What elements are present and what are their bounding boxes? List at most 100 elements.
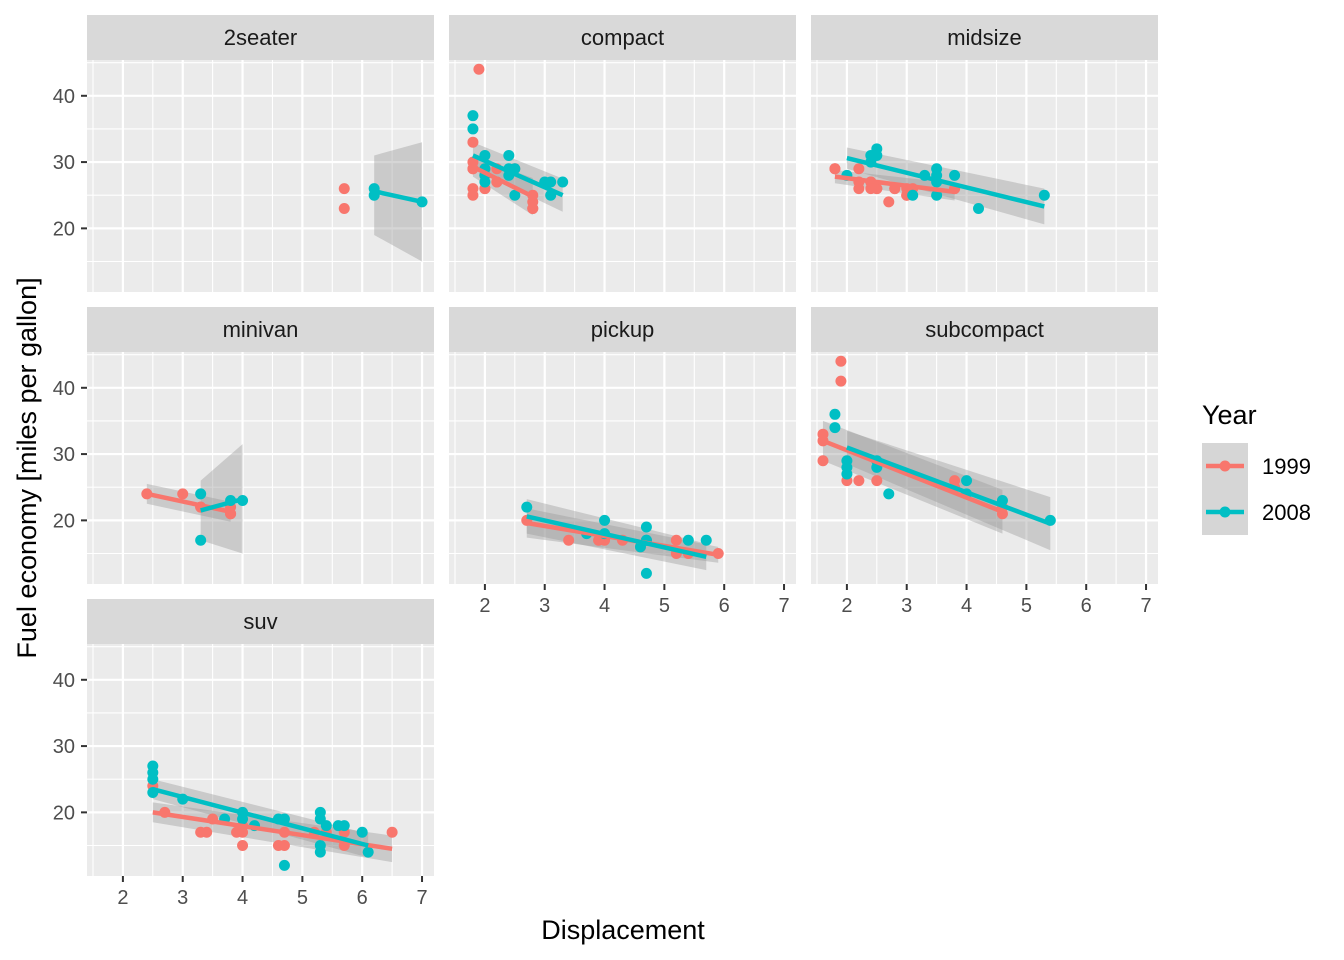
- x-tick-label: 2: [117, 887, 128, 909]
- data-point-1999: [527, 202, 539, 214]
- x-tick-label: 4: [599, 595, 610, 617]
- facet-panel-2seater: 2seater 20 30 40: [53, 15, 434, 292]
- y-tick-label: 20: [53, 802, 75, 824]
- data-point-2008: [195, 488, 207, 500]
- data-point-2008: [640, 521, 652, 533]
- legend-keys: 1999 2008: [1202, 443, 1311, 535]
- data-point-2008: [961, 475, 973, 487]
- data-point-1999: [853, 163, 865, 175]
- panel-background: [811, 352, 1158, 584]
- data-point-2008: [883, 488, 895, 500]
- data-point-2008: [871, 149, 883, 161]
- y-tick-label: 30: [53, 444, 75, 466]
- fit-line-1999: [471, 164, 534, 199]
- x-tick-label: 4: [237, 887, 248, 909]
- data-point-2008: [503, 149, 515, 161]
- data-point-1999: [835, 375, 847, 387]
- facet-panel-subcompact: subcompact 2 3 4 5 6 7: [811, 307, 1158, 617]
- data-point-1999: [853, 475, 865, 487]
- data-point-2008: [147, 773, 159, 785]
- data-point-2008: [509, 189, 521, 201]
- x-tick-label: 2: [479, 595, 490, 617]
- legend-label: 2008: [1262, 500, 1311, 525]
- x-tick-label: 5: [1021, 595, 1032, 617]
- data-point-1999: [871, 475, 883, 487]
- data-point-2008: [973, 202, 985, 214]
- facet-panels: 2seater 20 30 40 compact midsize minivan 20 30 40…: [53, 15, 1158, 909]
- data-point-1999: [338, 183, 350, 195]
- data-point-2008: [931, 189, 943, 201]
- data-point-2008: [700, 534, 712, 546]
- data-point-1999: [563, 534, 575, 546]
- x-tick-label: 6: [719, 595, 730, 617]
- y-tick-label: 40: [53, 86, 75, 108]
- legend: Year 1999 2008: [1202, 400, 1311, 535]
- panel-background: [811, 60, 1158, 292]
- data-point-2008: [467, 110, 479, 122]
- panel-background: [87, 60, 434, 292]
- data-point-1999: [670, 534, 682, 546]
- facet-panel-suv: suv 20 30 40 2 3 4 5 6 7: [53, 599, 434, 909]
- data-point-2008: [682, 534, 694, 546]
- data-point-2008: [907, 189, 919, 201]
- facet-strip-label: suv: [243, 609, 277, 634]
- facet-strip-label: 2seater: [224, 25, 297, 50]
- data-point-1999: [201, 826, 213, 838]
- confidence-band-2008: [200, 444, 243, 554]
- fit-line-1999: [146, 491, 232, 514]
- legend-label: 1999: [1262, 454, 1311, 479]
- facet-strip: [87, 15, 434, 60]
- fit-line-2008: [526, 514, 707, 560]
- y-tick-label: 30: [53, 152, 75, 174]
- data-point-1999: [237, 840, 249, 852]
- facet-strip-label: minivan: [223, 317, 299, 342]
- x-tick-label: 7: [416, 887, 427, 909]
- facet-strip: [449, 307, 796, 352]
- data-point-2008: [467, 123, 479, 135]
- facet-panel-minivan: minivan 20 30 40: [53, 307, 434, 584]
- data-point-1999: [467, 156, 479, 168]
- facet-strip: [87, 307, 434, 352]
- data-point-2008: [237, 813, 249, 825]
- data-point-1999: [338, 202, 350, 214]
- fit-line-2008: [846, 445, 1052, 526]
- fit-line-2008: [373, 189, 423, 205]
- x-tick-label: 6: [357, 887, 368, 909]
- data-point-2008: [545, 176, 557, 188]
- facet-strip-label: compact: [581, 25, 664, 50]
- data-point-2008: [829, 408, 841, 420]
- facet-panel-pickup: pickup 2 3 4 5 6 7: [449, 307, 796, 617]
- x-tick-label: 7: [1140, 595, 1151, 617]
- x-axis-title: Displacement: [541, 915, 705, 945]
- data-point-2008: [338, 820, 350, 832]
- fit-line-1999: [822, 438, 1004, 514]
- data-point-1999: [278, 840, 290, 852]
- data-point-2008: [314, 846, 326, 858]
- facet-strip: [811, 15, 1158, 60]
- data-point-2008: [829, 422, 841, 434]
- fit-line-2008: [152, 786, 369, 848]
- data-point-2008: [949, 169, 961, 181]
- data-point-2008: [557, 176, 569, 188]
- facet-strip: [449, 15, 796, 60]
- data-point-1999: [883, 196, 895, 208]
- x-tick-label: 3: [539, 595, 550, 617]
- data-point-2008: [521, 501, 533, 513]
- facet-panel-compact: compact: [449, 15, 796, 292]
- data-point-1999: [473, 63, 485, 75]
- data-point-1999: [835, 355, 847, 367]
- legend-key-point: [1219, 460, 1231, 472]
- data-point-2008: [640, 567, 652, 579]
- y-tick-label: 20: [53, 510, 75, 532]
- data-point-2008: [195, 534, 207, 546]
- y-tick-label: 20: [53, 218, 75, 240]
- data-point-1999: [177, 488, 189, 500]
- x-tick-label: 5: [659, 595, 670, 617]
- data-point-2008: [841, 468, 853, 480]
- fit-line-2008: [472, 153, 564, 198]
- data-point-2008: [278, 859, 290, 871]
- data-point-2008: [1038, 189, 1050, 201]
- y-tick-label: 30: [53, 736, 75, 758]
- confidence-band-2008: [846, 147, 1045, 225]
